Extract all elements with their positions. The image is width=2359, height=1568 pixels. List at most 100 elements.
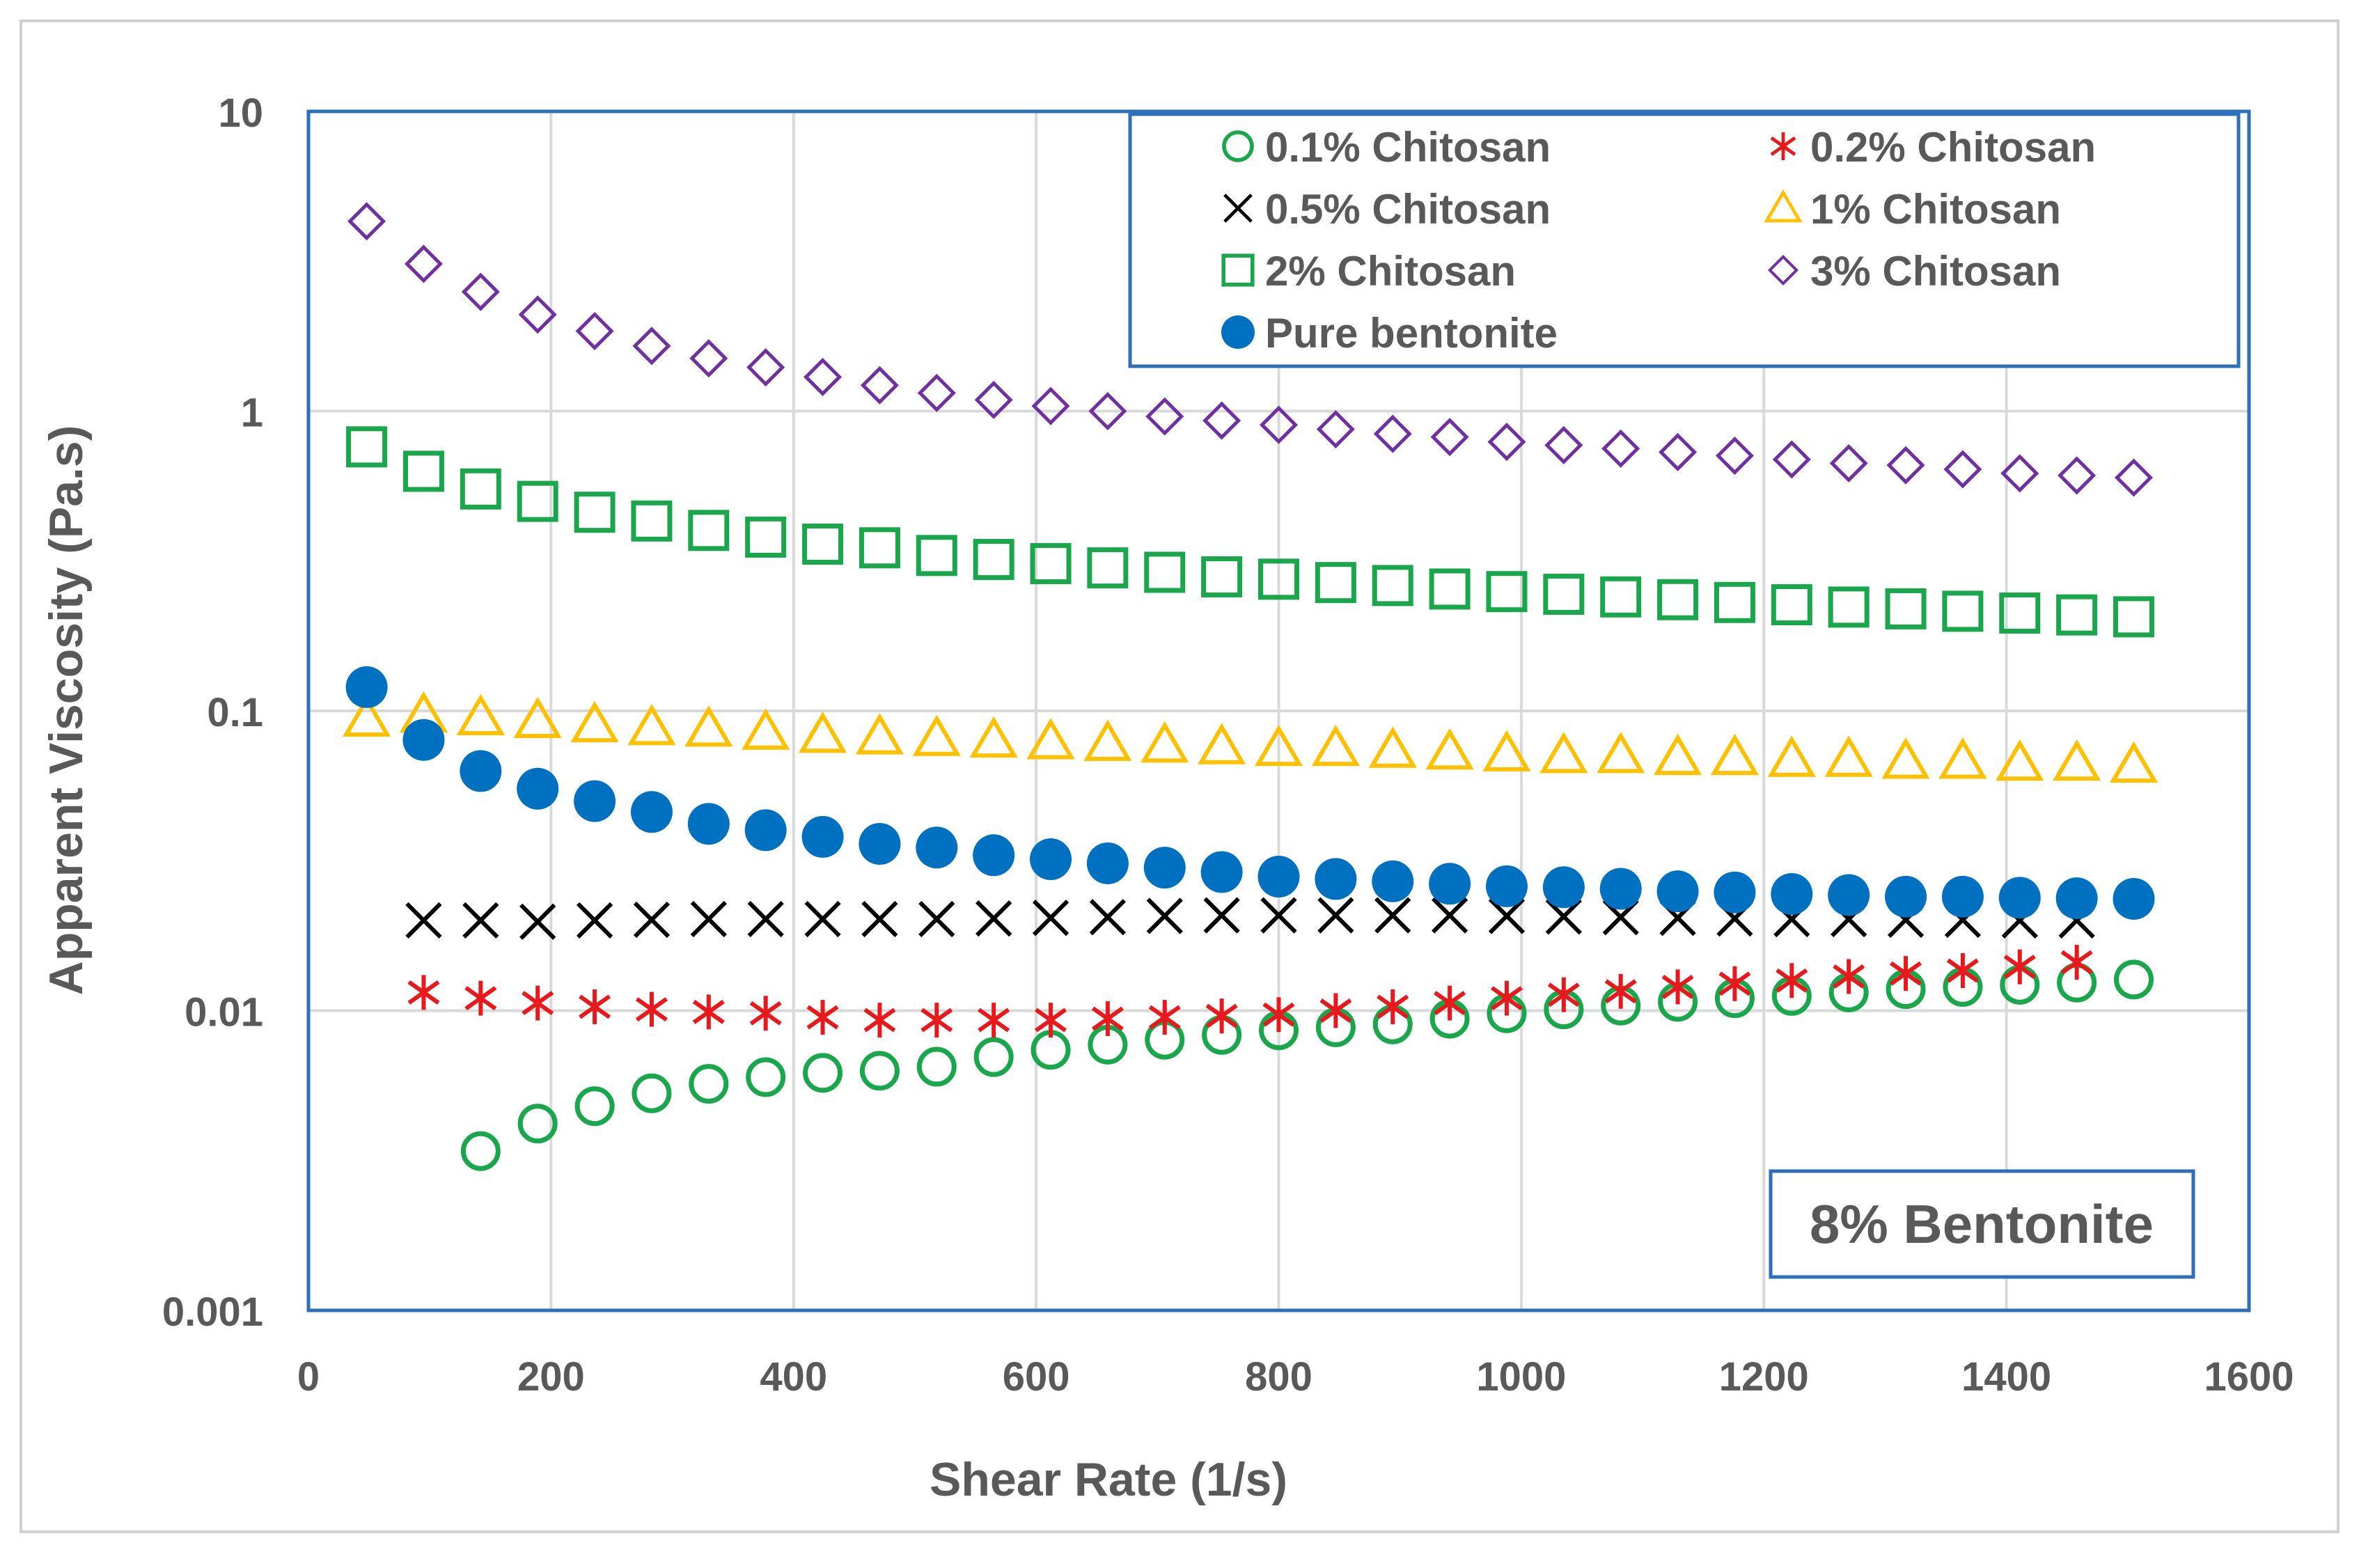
legend-marker xyxy=(1764,189,1803,223)
data-point xyxy=(802,524,844,565)
data-point xyxy=(1315,562,1356,604)
data-point xyxy=(1030,542,1072,584)
data-point xyxy=(973,539,1014,581)
data-point xyxy=(1319,993,1352,1028)
data-point xyxy=(2000,454,2039,493)
data-point xyxy=(404,244,444,283)
data-point xyxy=(1091,1001,1124,1037)
data-point xyxy=(1946,953,1979,989)
data-point xyxy=(1434,985,1466,1021)
data-point xyxy=(689,1064,729,1104)
data-point xyxy=(346,426,388,468)
data-point xyxy=(1260,897,1297,934)
annotation-label: 8% Bentonite xyxy=(1810,1193,2154,1255)
data-point xyxy=(1141,721,1189,763)
data-point xyxy=(1998,877,2041,919)
data-point xyxy=(1482,730,1531,771)
data-point xyxy=(1772,440,1811,479)
x-tick-label: 600 xyxy=(1003,1354,1070,1400)
x-tick-label: 1200 xyxy=(1719,1354,1809,1400)
data-point xyxy=(1600,576,1642,618)
series-5 xyxy=(347,202,2154,497)
data-point xyxy=(1833,959,1865,994)
data-point xyxy=(1715,436,1754,476)
data-point xyxy=(1656,870,1699,913)
data-point xyxy=(804,357,842,396)
data-point xyxy=(1202,401,1241,440)
x-tick-label: 0 xyxy=(297,1354,320,1400)
data-point xyxy=(687,803,730,845)
data-point xyxy=(1718,966,1751,1001)
data-point xyxy=(522,985,554,1021)
data-point xyxy=(632,1073,672,1113)
data-point xyxy=(806,1000,839,1035)
data-point xyxy=(1026,718,1075,760)
data-point xyxy=(1714,581,1755,623)
data-point xyxy=(1372,860,1414,902)
x-tick-label: 1000 xyxy=(1476,1354,1566,1400)
data-point xyxy=(2003,949,2036,985)
x-tick-label: 200 xyxy=(517,1354,585,1400)
legend-marker xyxy=(1223,194,1253,223)
data-point xyxy=(1659,432,1698,471)
data-point xyxy=(631,500,673,542)
data-point xyxy=(1485,865,1528,907)
data-point xyxy=(1714,871,1756,914)
data-point xyxy=(1316,410,1355,449)
x-tick-label: 1600 xyxy=(2204,1354,2294,1400)
data-point xyxy=(464,980,497,1016)
data-point xyxy=(1031,386,1070,425)
data-point xyxy=(859,527,900,569)
data-point xyxy=(1259,405,1299,444)
legend-label: 1% Chitosan xyxy=(1810,186,2061,233)
data-point xyxy=(2113,596,2155,638)
data-point xyxy=(859,1051,900,1091)
data-point xyxy=(1200,851,1243,893)
data-point xyxy=(627,703,676,746)
data-point xyxy=(518,295,557,334)
y-tick-label: 0.01 xyxy=(185,990,263,1035)
data-point xyxy=(920,1003,953,1038)
data-point xyxy=(1941,875,1984,918)
data-point xyxy=(746,1057,786,1097)
data-point xyxy=(461,272,500,311)
series-6 xyxy=(345,666,2155,920)
data-point xyxy=(860,366,899,405)
data-point xyxy=(1885,588,1927,629)
data-point xyxy=(1377,989,1409,1024)
data-point xyxy=(1086,842,1129,884)
data-point xyxy=(1601,429,1640,468)
legend-marker xyxy=(1222,130,1254,162)
annotation-box xyxy=(1769,1169,2195,1279)
data-point xyxy=(801,815,844,858)
data-point xyxy=(688,510,730,551)
data-point xyxy=(1542,866,1585,909)
data-point xyxy=(684,705,733,747)
data-point xyxy=(1486,571,1528,613)
data-point xyxy=(1890,956,1922,991)
data-point xyxy=(1545,898,1582,935)
x-axis-title: Shear Rate (1/s) xyxy=(930,1453,1287,1506)
data-point xyxy=(1547,977,1580,1012)
data-point xyxy=(1710,733,1760,776)
data-point xyxy=(916,826,958,869)
data-point xyxy=(1430,418,1469,457)
legend-label: 0.1% Chitosan xyxy=(1265,124,1551,171)
data-point xyxy=(1886,446,1925,485)
data-point xyxy=(689,339,728,378)
data-point xyxy=(1938,737,1987,779)
data-point xyxy=(804,900,841,938)
data-point xyxy=(460,468,501,510)
data-point xyxy=(517,767,559,810)
data-point xyxy=(1201,556,1243,597)
data-point xyxy=(1145,397,1184,436)
data-point xyxy=(1317,897,1354,934)
data-point xyxy=(1885,875,1927,918)
data-point xyxy=(517,1104,558,1144)
data-point xyxy=(347,202,386,241)
data-point xyxy=(1089,899,1127,936)
data-point xyxy=(405,902,442,939)
data-point xyxy=(1254,724,1303,767)
data-point xyxy=(1257,855,1300,897)
